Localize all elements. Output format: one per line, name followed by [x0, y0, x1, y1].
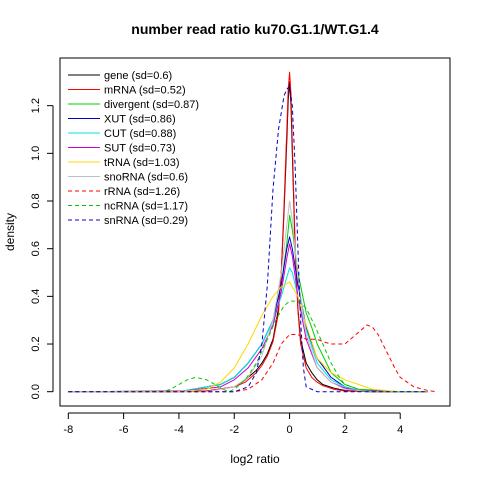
x-tick-label: 0: [287, 424, 293, 436]
y-tick-label: 0.6: [30, 241, 42, 256]
legend-label: snoRNA (sd=0.6): [104, 172, 188, 184]
legend-label: SUT (sd=0.73): [104, 143, 176, 155]
series-line-5: [68, 243, 428, 393]
y-tick-label: 0.2: [30, 336, 42, 351]
x-axis-label: log2 ratio: [230, 452, 280, 466]
series-line-1: [68, 71, 428, 393]
y-tick-label: 1.2: [30, 98, 42, 113]
series-line-10: [68, 86, 428, 393]
legend-label: divergent (sd=0.87): [104, 99, 199, 111]
y-tick-label: 1.0: [30, 146, 42, 161]
legend-label: snRNA (sd=0.29): [104, 215, 188, 227]
y-axis: 0.0 0.2 0.4 0.6 0.8 1.0 1.2: [30, 98, 54, 399]
series-line-0: [68, 81, 428, 393]
y-tick-label: 0.0: [30, 384, 42, 399]
chart-title: number read ratio ku70.G1.1/WT.G1.4: [131, 21, 379, 37]
x-axis: -8 -6 -4 -2 0 2 4: [63, 412, 403, 436]
legend-label: XUT (sd=0.86): [104, 114, 176, 126]
series-line-6: [68, 281, 428, 393]
legend: gene (sd=0.6) mRNA (sd=0.52) divergent (sd…: [68, 70, 199, 227]
series-line-4: [68, 267, 428, 393]
series-line-9: [68, 300, 428, 393]
legend-label: CUT (sd=0.88): [104, 128, 176, 140]
legend-label: gene (sd=0.6): [104, 70, 172, 82]
series-line-8: [68, 324, 437, 393]
legend-label: ncRNA (sd=1.17): [104, 201, 188, 213]
y-axis-label: density: [3, 213, 17, 251]
x-tick-label: -6: [119, 424, 129, 436]
x-tick-label: 4: [397, 424, 403, 436]
series-layer: [68, 71, 437, 393]
x-tick-label: -8: [63, 424, 73, 436]
legend-label: tRNA (sd=1.03): [104, 157, 180, 169]
x-tick-label: 2: [342, 424, 348, 436]
legend-label: mRNA (sd=0.52): [104, 85, 186, 97]
series-line-7: [68, 200, 428, 393]
y-tick-label: 0.4: [30, 289, 42, 304]
x-tick-label: -4: [174, 424, 184, 436]
series-line-2: [68, 214, 428, 393]
x-tick-label: -2: [229, 424, 239, 436]
plot-area-border: [59, 57, 451, 407]
legend-label: rRNA (sd=1.26): [104, 186, 180, 198]
y-tick-label: 0.8: [30, 193, 42, 208]
